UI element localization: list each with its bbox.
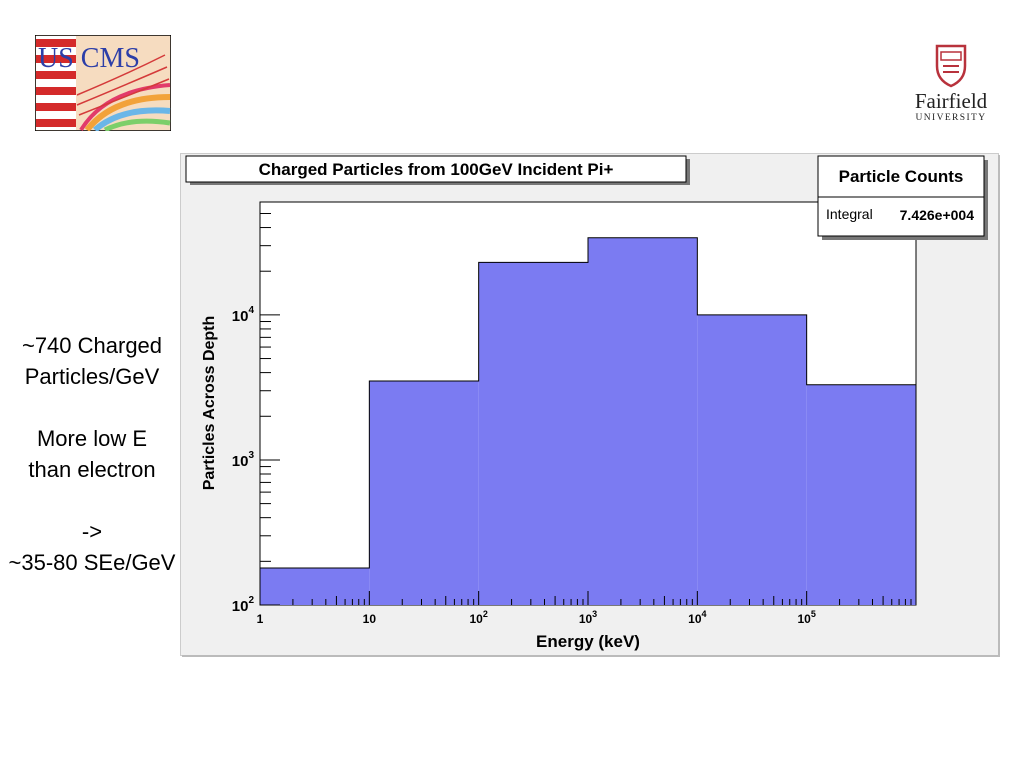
canvas-shadow: [182, 655, 1000, 657]
stats-integral-label: Integral: [826, 206, 873, 222]
histogram-bar: [806, 384, 916, 605]
axes: 1 10 102 103 104 105 102 103 104: [232, 201, 912, 626]
y-tick-label: 103: [232, 450, 255, 470]
fairfield-logo-subtitle: UNIVERSITY: [915, 113, 987, 123]
x-tick-label: 10: [363, 612, 377, 626]
uscms-logo: US CMS: [35, 35, 171, 131]
x-tick-label: 103: [579, 609, 597, 626]
fairfield-logo: Fairfield UNIVERSITY: [905, 44, 997, 124]
stats-integral-value: 7.426e+004: [900, 207, 975, 223]
x-tick-label: 1: [257, 612, 264, 626]
chart-title: Charged Particles from 100GeV Incident P…: [259, 160, 614, 179]
histogram-bars: [259, 237, 917, 605]
canvas-shadow: [998, 155, 1000, 657]
side-notes: ~740 Charged Particles/GeV More low E th…: [0, 330, 192, 578]
side-note-line: Particles/GeV: [24, 364, 160, 389]
side-note-line: than electron: [28, 457, 156, 482]
flag-stripes-graphic: [36, 36, 76, 130]
histogram-bar: [260, 567, 370, 605]
stats-box-title: Particle Counts: [839, 167, 964, 186]
side-note-line: ->: [81, 519, 103, 544]
y-axis-title: Particles Across Depth: [201, 316, 218, 491]
side-note-line: [0, 485, 192, 516]
y-tick-label: 104: [232, 305, 255, 325]
x-tick-label: 102: [469, 609, 487, 626]
detector-arcs-graphic: [76, 54, 171, 131]
x-axis-title: Energy (keV): [536, 632, 640, 651]
histogram-bar: [588, 237, 698, 605]
fairfield-logo-name: Fairfield: [914, 89, 988, 113]
histogram-bar: [697, 314, 807, 605]
x-tick-label: 104: [688, 609, 706, 626]
side-note-line: [0, 392, 192, 423]
histogram-bar: [478, 262, 588, 605]
stats-box: [817, 155, 985, 237]
title-box: [185, 155, 687, 183]
uscms-logo-text: US CMS: [38, 43, 140, 74]
fairfield-shield-icon: [935, 44, 967, 88]
histogram-chart: 1 10 102 103 104 105 102 103 104 Charged Particl…: [180, 153, 1000, 657]
side-note-line: More low E: [36, 426, 148, 451]
side-note-line: ~740 Charged: [21, 333, 163, 358]
histogram-outline: [259, 237, 917, 605]
side-note-line: ~35-80 SEe/GeV: [8, 550, 176, 575]
histogram-bar: [369, 381, 479, 605]
x-tick-label: 105: [797, 609, 815, 626]
y-tick-label: 102: [232, 595, 255, 615]
